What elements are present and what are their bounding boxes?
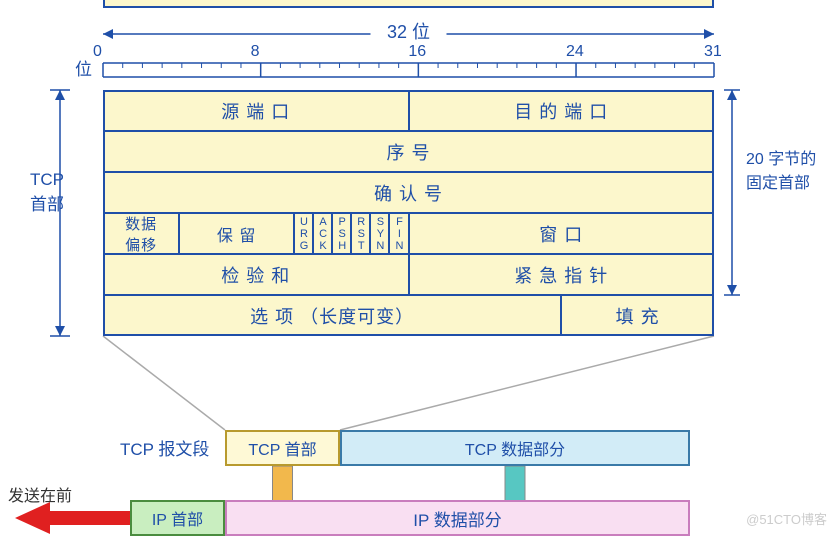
bit-tick-8: 8: [251, 43, 275, 61]
field-flag-urg: URG: [294, 213, 313, 254]
bit-tick-0: 0: [93, 43, 117, 61]
field-flag-rst: RST: [351, 213, 370, 254]
watermark: @51CTO博客: [746, 509, 827, 528]
field-flag-syn: SYN: [370, 213, 389, 254]
bit-tick-24: 24: [566, 43, 590, 61]
field-flag-psh: PSH: [332, 213, 351, 254]
field-src-port: 源 端 口: [103, 90, 409, 131]
bit-tick-16: 16: [408, 43, 432, 61]
field-data-offset: 数据 偏移: [103, 213, 179, 254]
bits-title: 32 位: [379, 18, 439, 44]
field-dst-port: 目 的 端 口: [409, 90, 715, 131]
field-flag-fin: FIN: [389, 213, 408, 254]
field-urgent: 紧 急 指 针: [409, 254, 715, 295]
field-padding: 填 充: [561, 295, 714, 336]
ip-data: IP 数据部分: [225, 500, 690, 536]
field-options: 选 项 （长度可变）: [103, 295, 561, 336]
ip-header: IP 首部: [130, 500, 225, 536]
field-reserved: 保 留: [179, 213, 294, 254]
field-flag-ack: ACK: [313, 213, 332, 254]
bit-tick-31: 31: [704, 43, 728, 61]
left-label: TCP 首部: [22, 170, 72, 215]
right-label: 20 字节的 固定首部: [746, 145, 826, 193]
field-seq: 序 号: [103, 131, 714, 172]
segment-data: TCP 数据部分: [340, 430, 690, 466]
segment-label: TCP 报文段: [120, 435, 209, 460]
field-window: 窗 口: [409, 213, 715, 254]
field-ack: 确 认 号: [103, 172, 714, 213]
send-label: 发送在前: [8, 482, 72, 506]
bit-label: 位: [75, 55, 92, 80]
segment-header: TCP 首部: [225, 430, 340, 466]
field-checksum: 检 验 和: [103, 254, 409, 295]
